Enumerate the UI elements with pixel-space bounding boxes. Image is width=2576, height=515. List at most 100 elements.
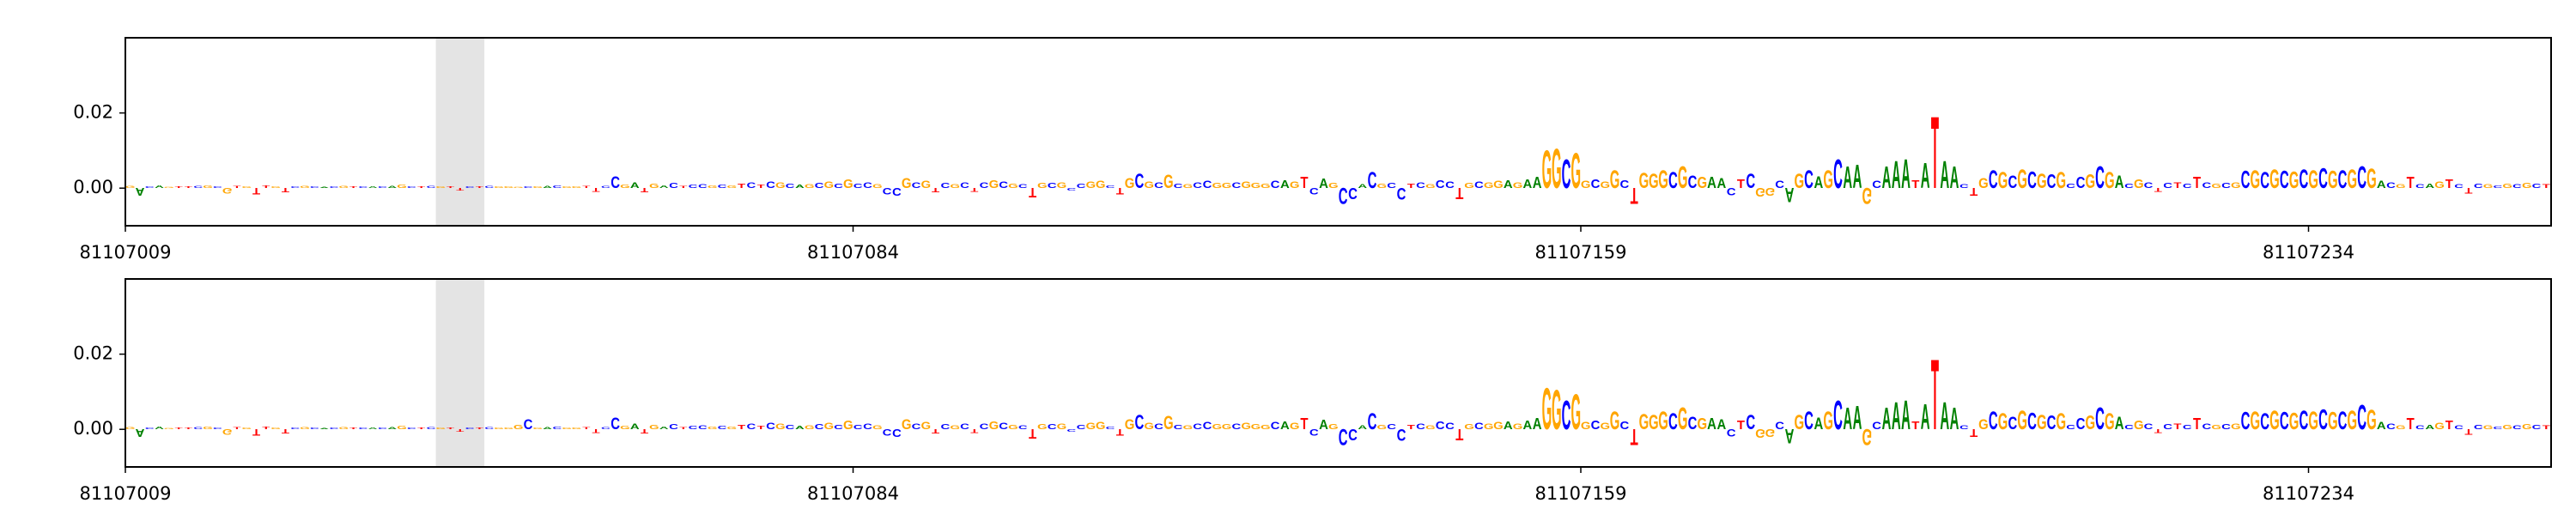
logo-letter: G — [2483, 184, 2494, 189]
logo-letter: T — [2173, 422, 2182, 432]
logo-letter: C — [290, 427, 300, 430]
logo-letter: G — [1425, 184, 1436, 189]
logo-letter: C — [883, 427, 892, 438]
logo-letter: C — [1106, 185, 1115, 189]
logo-letter: T — [476, 427, 484, 430]
logo-letter: C — [2357, 161, 2366, 196]
logo-letter: G — [1163, 413, 1174, 434]
logo-letter: C — [766, 179, 775, 190]
logo-letter: A — [1901, 392, 1911, 439]
logo-letter: C — [1134, 171, 1144, 193]
logo-letter: C — [689, 185, 698, 190]
logo-letter: C — [2183, 183, 2192, 190]
logo-letter: C — [999, 179, 1008, 190]
logo-letter: C — [2260, 408, 2269, 434]
logo-letter: C — [669, 423, 678, 432]
logo-letter: C — [786, 424, 795, 431]
logo-letter: G — [2348, 165, 2358, 194]
logo-letter: G — [823, 421, 834, 432]
logo-letter: T — [2193, 415, 2201, 433]
logo-letter: G — [532, 186, 543, 189]
logo-letter: G — [1649, 412, 1659, 434]
logo-letter: G — [620, 185, 630, 190]
logo-letter: G — [1008, 183, 1018, 190]
logo-letter: G — [203, 185, 213, 190]
logo-letter: C — [718, 426, 727, 431]
logo-letter: T — [592, 427, 599, 433]
logo-letter: C — [1591, 418, 1601, 433]
logo-letter: T — [1300, 174, 1308, 192]
logo-letter: A — [630, 181, 640, 190]
logo-letter: T — [456, 428, 464, 433]
logo-letter: C — [2202, 422, 2211, 431]
logo-letter: G — [2017, 165, 2027, 194]
logo-letter: A — [1319, 418, 1328, 433]
logo-letter: G — [1037, 182, 1048, 191]
logo-letter: G — [300, 427, 310, 430]
logo-letter: G — [2502, 424, 2512, 431]
logo-letter: G — [1649, 171, 1659, 193]
logo-letter: G — [1513, 181, 1523, 191]
logo-letter: T — [2464, 427, 2473, 436]
logo-letter: C — [2124, 424, 2134, 431]
logo-letter: G — [1794, 412, 1804, 434]
logo-letter: G — [1290, 179, 1300, 190]
logo-letter: C — [1474, 421, 1484, 431]
logo-letter: G — [1163, 172, 1174, 193]
logo-letter: G — [1057, 181, 1067, 190]
logo-letter: C — [698, 425, 708, 431]
logo-letter: C — [912, 181, 921, 190]
logo-letter: T — [262, 427, 270, 431]
logo-letter: C — [2260, 167, 2269, 193]
logo-letter: G — [920, 421, 931, 432]
logo-letter: C — [2144, 181, 2154, 190]
logo-letter: G — [1823, 408, 1833, 436]
logo-letter: C — [2512, 425, 2522, 430]
logo-letter: C — [1309, 427, 1319, 438]
logo-letter: G — [805, 425, 815, 431]
logo-letter: C — [863, 422, 872, 432]
logo-letter: G — [649, 424, 659, 431]
logo-letter: G — [1513, 422, 1523, 432]
logo-letter: G — [2434, 179, 2445, 190]
logo-letter: G — [1086, 179, 1097, 190]
logo-letter: T — [582, 427, 591, 430]
logo-letter: G — [164, 187, 174, 189]
logo-letter: T — [349, 427, 358, 430]
logo-letter: A — [543, 185, 552, 189]
logo-letter: C — [611, 173, 620, 191]
logo-letter: T — [282, 427, 290, 434]
logo-letter: G — [1290, 421, 1300, 431]
logo-letter: C — [330, 186, 339, 189]
logo-letter: C — [2474, 424, 2483, 431]
logo-letter: G — [1261, 424, 1271, 431]
logo-letter: C — [1804, 167, 1814, 195]
logo-letter: T — [738, 183, 746, 190]
logo-letter: A — [1716, 417, 1726, 433]
logo-letter: C — [2338, 408, 2348, 436]
logo-letter: C — [310, 427, 319, 430]
logo-letter: A — [1707, 415, 1716, 433]
logo-letter: T — [2445, 178, 2453, 191]
logo-letter: C — [2357, 397, 2366, 437]
logo-letter: A — [1901, 151, 1911, 197]
logo-letter: G — [2105, 167, 2115, 193]
logo-letter: C — [601, 185, 611, 189]
logo-letter: G — [397, 426, 407, 431]
logo-letter: G — [805, 184, 815, 190]
logo-letter: A — [2115, 414, 2124, 433]
logo-letter: C — [2008, 414, 2017, 433]
logo-letter: A — [1853, 159, 1862, 197]
logo-letter: C — [960, 422, 969, 432]
logo-letter: C — [1872, 179, 1881, 191]
logo-letter: C — [1387, 182, 1396, 191]
logo-letter: G — [2502, 183, 2512, 190]
logo-letter: C — [2163, 423, 2172, 432]
logo-letter: C — [940, 182, 950, 191]
logo-letter: G — [989, 419, 999, 432]
plot-frame — [125, 37, 2552, 227]
logo-letter: A — [2115, 173, 2124, 192]
logo-letter: C — [2076, 415, 2086, 433]
logo-letter: C — [1436, 419, 1445, 432]
logo-letter: G — [1241, 179, 1251, 191]
